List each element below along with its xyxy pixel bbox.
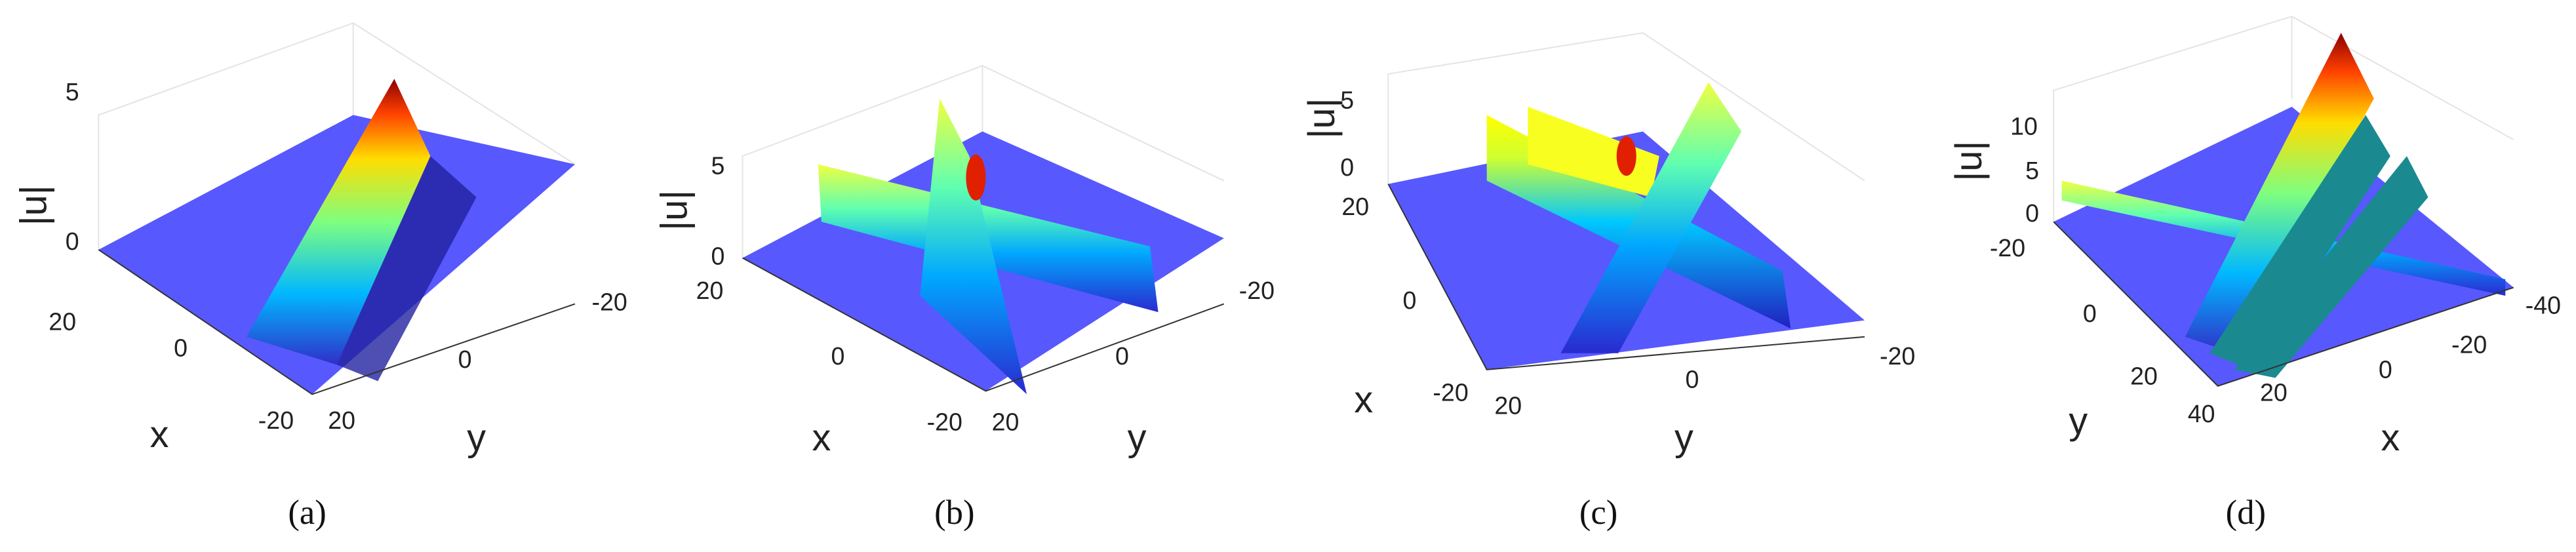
axes — [1387, 184, 1865, 370]
panel-d-surface — [2053, 16, 2514, 387]
grid-box — [98, 22, 576, 250]
y-tick-label: 20 — [328, 406, 355, 434]
grid-box — [2053, 16, 2514, 222]
z-tick-label: 0 — [1340, 153, 1354, 181]
x-tick-label: 20 — [1341, 193, 1369, 220]
caption: (d) — [2226, 494, 2266, 532]
axes — [742, 257, 1225, 392]
x-tick-label: 20 — [2260, 378, 2288, 406]
caption: (b) — [934, 494, 974, 532]
y-tick-label: -20 — [1880, 342, 1915, 370]
x-tick-label: 0 — [1402, 286, 1416, 314]
soliton-line-2 — [1560, 82, 1742, 353]
z-tick-label: 5 — [1340, 86, 1354, 113]
ridge — [246, 79, 431, 365]
z-tick-label: 10 — [2010, 112, 2038, 140]
panel-a-surface — [98, 22, 576, 395]
y-axis-label: y — [467, 417, 486, 459]
peak — [966, 154, 986, 201]
x-tick-label: 20 — [696, 277, 724, 304]
soliton-tall — [2185, 33, 2374, 353]
y-tick-label: 0 — [2083, 300, 2097, 327]
x-axis-label: x — [812, 417, 831, 459]
x-tick-label: -20 — [258, 406, 294, 434]
x-tick-label: 20 — [49, 308, 76, 336]
caption: (a) — [288, 494, 326, 532]
y-tick-label: -20 — [1990, 234, 2025, 262]
x-tick-label: 0 — [2379, 355, 2392, 383]
x-tick-label: -40 — [2526, 292, 2561, 319]
x-tick-label: -20 — [927, 408, 962, 435]
ridge-shadow — [336, 156, 477, 382]
z-tick-label: 0 — [66, 227, 79, 255]
caption: (c) — [1579, 494, 1617, 532]
z-tick-label: 5 — [2025, 157, 2039, 184]
y-tick-label: 20 — [2130, 362, 2158, 389]
axes — [98, 249, 576, 395]
z-axis-label: |u| — [654, 190, 696, 231]
soliton-line-2 — [920, 98, 1027, 395]
y-axis-label: y — [1674, 417, 1694, 459]
soliton-2 — [2209, 115, 2390, 370]
y-tick-label: 20 — [992, 408, 1020, 435]
x-axis-label: x — [150, 414, 169, 456]
soliton-3 — [2234, 156, 2428, 378]
y-tick-label: 40 — [2188, 400, 2215, 427]
grid-box — [1387, 32, 1865, 184]
z-tick-label: 0 — [2025, 199, 2039, 227]
panel-c-surface — [1387, 32, 1865, 370]
y-axis-label: y — [2069, 401, 2088, 443]
y-tick-label: 0 — [1115, 342, 1129, 370]
x-tick-label: 0 — [831, 342, 844, 370]
y-tick-label: 0 — [458, 345, 472, 373]
x-tick-label: -20 — [2451, 331, 2487, 359]
y-tick-label: 20 — [1494, 391, 1522, 419]
z-tick-label: 5 — [711, 152, 725, 180]
y-tick-label: -20 — [591, 288, 627, 316]
x-tick-label: -20 — [1433, 378, 1468, 406]
y-tick-label: -20 — [1239, 277, 1275, 304]
z-axis-label: |u| — [1301, 98, 1343, 138]
y-tick-label: 0 — [1685, 365, 1699, 393]
x-tick-label: 0 — [174, 334, 188, 362]
peak — [1616, 136, 1636, 176]
z-tick-label: 5 — [66, 78, 79, 106]
axes — [2053, 221, 2514, 387]
y-axis-label: y — [1128, 417, 1147, 459]
z-tick-label: 0 — [711, 242, 725, 269]
z-axis-label: |u| — [1948, 141, 1990, 182]
panel-b-surface — [742, 65, 1225, 395]
x-axis-label: x — [2381, 417, 2400, 459]
x-axis-label: x — [1354, 379, 1373, 421]
z-axis-label: |u| — [12, 185, 54, 226]
